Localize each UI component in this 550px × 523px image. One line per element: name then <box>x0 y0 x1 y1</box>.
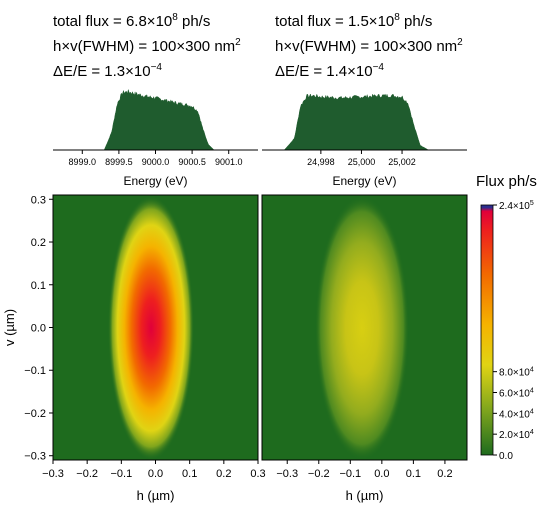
map-x-tick-label: 0.0 <box>148 468 163 480</box>
map-x-tick-label: −0.2 <box>76 468 98 480</box>
spectrum-x-tick-label: 8999.0 <box>69 157 97 167</box>
colorbar-tick-label: 2.4×105 <box>499 200 534 212</box>
map-x-tick-label: −0.2 <box>308 468 330 480</box>
map-x-tick-label: 0.1 <box>182 468 197 480</box>
map-x-tick-label: −0.1 <box>339 468 361 480</box>
map-x-tick-label: 0.1 <box>406 468 421 480</box>
colorbar-tick-label: 2.0×104 <box>499 429 534 441</box>
map-y-tick-label: −0.2 <box>24 408 46 420</box>
colorbar-scale <box>480 204 494 456</box>
map-x-tick-label: −0.3 <box>42 468 64 480</box>
right-annotations: total flux = 1.5×108 ph/s h×v(FWHM) = 10… <box>275 12 463 80</box>
colorbar-tick-label: 8.0×104 <box>499 367 534 379</box>
right-de-text: ΔE/E = 1.4×10−4 <box>275 62 384 80</box>
left-annotations: total flux = 6.8×108 ph/s h×v(FWHM) = 10… <box>53 12 241 80</box>
spectrum-x-tick-label: 25,002 <box>388 157 416 167</box>
map-x-tick-label: 0.2 <box>216 468 231 480</box>
map-y-tick-label: 0.2 <box>31 237 46 249</box>
spectrum-area <box>283 93 429 151</box>
beam-map-right: −0.3 −0.2 −0.1 0.0 0.1 0.2 h (µm) <box>261 194 468 503</box>
colorbar-tick-label: 4.0×104 <box>499 408 534 420</box>
beam-map-left: −0.3 −0.2 −0.1 0.0 0.1 0.2 0.3 h (µm) −0.3 −0.2 −0… <box>2 194 266 503</box>
map-left-spot <box>108 196 194 460</box>
map-y-tick-label: 0.3 <box>31 194 46 206</box>
colorbar-title: Flux ph/s <box>476 173 537 190</box>
map-y-tick-label: 0.1 <box>31 280 46 292</box>
map-x-tick-label: −0.3 <box>276 468 298 480</box>
map-y-tick-label: −0.3 <box>24 451 46 463</box>
colorbar-tick-label: 0.0 <box>499 451 513 462</box>
map-y-tick-label: 0.0 <box>31 323 46 335</box>
colorbar: Flux ph/s 0.0 2.0×104 4.0×104 6.0×104 8.0×10… <box>476 173 537 462</box>
spectrum-x-tick-label: 25,000 <box>348 157 376 167</box>
map-x-tick-label: 0.2 <box>437 468 452 480</box>
map-y-tick-label: −0.1 <box>24 365 46 377</box>
map-x-axis-label: h (µm) <box>137 488 175 503</box>
left-flux-text: total flux = 6.8×108 ph/s <box>53 12 210 30</box>
map-x-tick-label: 0.3 <box>250 468 265 480</box>
right-size-text: h×v(FWHM) = 100×300 nm2 <box>275 37 463 55</box>
spectrum-x-axis-label: Energy (eV) <box>123 174 187 188</box>
spectrum-x-tick-label: 9001.0 <box>215 157 243 167</box>
map-right-spot <box>315 196 409 460</box>
map-x-tick-label: 0.0 <box>374 468 389 480</box>
map-frame <box>261 194 468 461</box>
spectrum-right-plot: 24,998 25,000 25,002 Energy (eV) <box>262 93 467 188</box>
map-x-tick-label: −0.1 <box>110 468 132 480</box>
colorbar-tick-label: 6.0×104 <box>499 388 534 400</box>
spectrum-x-tick-label: 9000.5 <box>178 157 206 167</box>
map-y-axis-label: v (µm) <box>2 309 17 346</box>
spectrum-area <box>103 89 215 151</box>
spectrum-x-tick-label: 9000.0 <box>142 157 170 167</box>
spectrum-x-tick-label: 8999.5 <box>105 157 133 167</box>
spectrum-x-axis-label: Energy (eV) <box>332 174 396 188</box>
map-x-axis-label: h (µm) <box>346 488 384 503</box>
right-flux-text: total flux = 1.5×108 ph/s <box>275 12 432 30</box>
spectrum-left-plot: 8999.0 8999.5 9000.0 9000.5 9001.0 Energy (eV… <box>53 89 258 188</box>
left-size-text: h×v(FWHM) = 100×300 nm2 <box>53 37 241 55</box>
spectrum-x-tick-label: 24,998 <box>307 157 335 167</box>
left-de-text: ΔE/E = 1.3×10−4 <box>53 62 162 80</box>
